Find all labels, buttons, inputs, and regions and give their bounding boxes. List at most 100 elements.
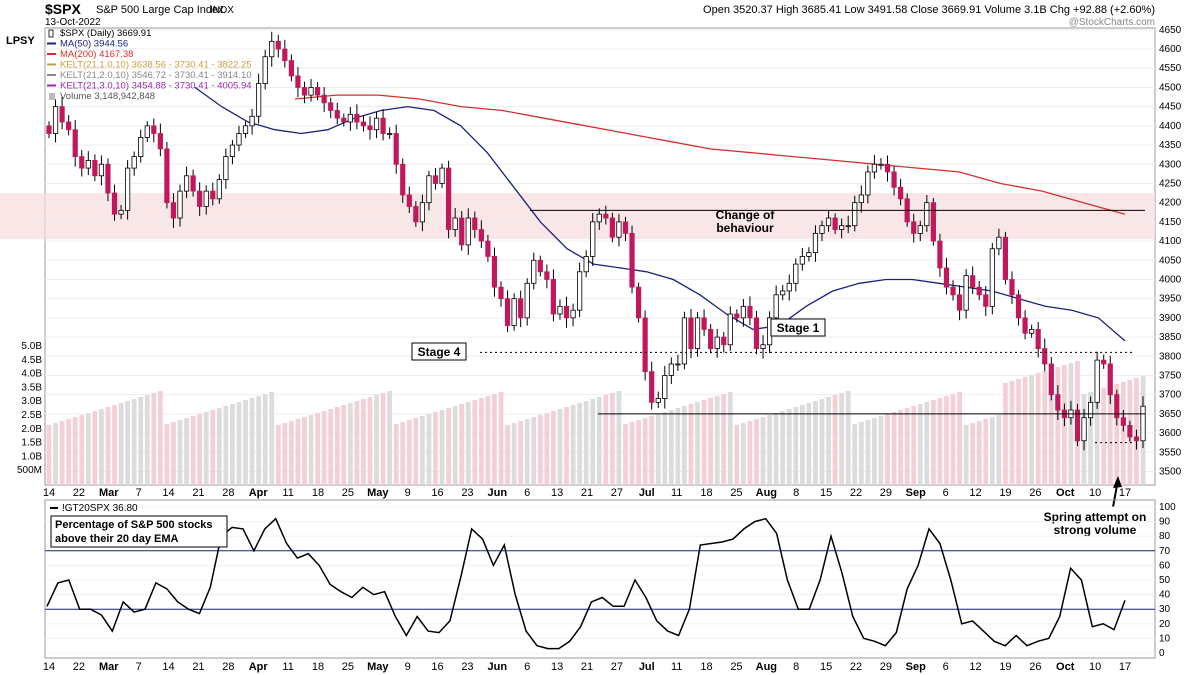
date-tick-label: 17 — [1119, 487, 1131, 499]
volume-bar — [256, 396, 262, 485]
volume-bar — [518, 421, 524, 485]
candle-body — [354, 113, 360, 123]
volume-bar — [780, 411, 786, 485]
volume-bar — [367, 397, 373, 485]
date-tick-label: 21 — [581, 487, 593, 499]
volume-bar — [557, 409, 563, 485]
candle-body — [360, 121, 367, 127]
spring-annotation: Spring attempt on strong volume — [1044, 476, 1146, 537]
indicator-tick-label: 80 — [1159, 531, 1171, 542]
price-tick-label: 3850 — [1159, 332, 1182, 343]
price-tick-label: 3900 — [1159, 313, 1182, 324]
price-tick-label: 4150 — [1159, 217, 1182, 228]
volume-tick-label: 3.5B — [21, 382, 42, 393]
svg-text:Percentage of S&P 500 stocks: Percentage of S&P 500 stocks — [55, 519, 213, 531]
volume-bar — [315, 413, 320, 485]
volume-bar — [216, 408, 222, 485]
date-tick-label: Aug — [756, 661, 777, 673]
volume-bar — [996, 415, 1002, 485]
candle-body — [426, 175, 432, 204]
volume-bar — [623, 424, 628, 485]
volume-bar — [105, 407, 111, 485]
candle-body — [1107, 363, 1113, 396]
candle-body — [98, 163, 105, 177]
candle-body — [629, 232, 635, 288]
date-tick-label: Jun — [488, 661, 508, 673]
candle-body — [269, 40, 275, 58]
volume-bar — [944, 396, 949, 485]
date-axis-upper: 14 22 Mar 7 14 21 28 Apr 11 18 25 May 9 16 23 Jun 6 13 21 2… — [43, 487, 1131, 499]
price-tick-label: 4500 — [1159, 82, 1182, 93]
candle-body — [446, 167, 452, 230]
indicator-tick-label: 60 — [1159, 560, 1171, 571]
candle-body — [419, 202, 426, 223]
volume-bar — [649, 416, 655, 485]
volume-bar — [112, 405, 117, 485]
candle-body — [891, 171, 897, 188]
price-tick-label: 3550 — [1159, 447, 1182, 458]
indicator-tick-label: 10 — [1159, 633, 1171, 644]
volume-bar — [492, 394, 497, 485]
date-tick-label: 19 — [999, 661, 1011, 673]
candle-body — [504, 298, 511, 326]
price-tick-label: 4350 — [1159, 140, 1182, 151]
candle-body — [675, 363, 681, 366]
volume-bar — [1048, 369, 1054, 485]
volume-bar — [852, 424, 858, 485]
candle-body — [1101, 359, 1107, 365]
date-tick-label: 29 — [880, 661, 892, 673]
volume-bar — [826, 397, 831, 485]
date-tick-label: 27 — [611, 487, 623, 499]
volume-bar — [53, 423, 58, 485]
volume-bar — [819, 399, 825, 485]
candle-body — [295, 75, 301, 88]
candle-body — [911, 221, 917, 234]
price-tick-label: 4250 — [1159, 178, 1182, 189]
candle-body — [1035, 328, 1041, 349]
volume-bar — [930, 400, 936, 485]
watermark: @StockCharts.com — [1069, 17, 1155, 28]
candle-body — [996, 236, 1002, 250]
candle-body — [721, 336, 727, 346]
volume-bar — [544, 413, 550, 485]
volume-bar — [328, 409, 334, 485]
volume-bar — [433, 412, 438, 485]
volume-tick-label: 4.5B — [21, 355, 42, 366]
candle-body — [780, 290, 786, 296]
date-tick-label: 26 — [1029, 661, 1041, 673]
price-tick-label: 4400 — [1159, 121, 1182, 132]
candle-body — [550, 279, 557, 315]
candle-body — [459, 217, 465, 246]
candle-body — [635, 286, 642, 319]
volume-bar — [1055, 367, 1061, 485]
indicator-tick-label: 40 — [1159, 590, 1171, 601]
candle-body — [1081, 417, 1087, 442]
change-line-2: behaviour — [716, 221, 774, 235]
candle-body — [524, 282, 530, 319]
volume-bar — [609, 393, 615, 485]
candle-body — [1002, 236, 1009, 280]
candle-body — [79, 156, 85, 169]
volume-bar — [203, 412, 209, 485]
volume-bar — [727, 392, 733, 485]
price-tick-label: 4450 — [1159, 102, 1182, 113]
volume-bar — [1022, 377, 1028, 485]
candle-body — [871, 163, 878, 173]
quote-summary: Open 3520.37 High 3685.41 Low 3491.58 Cl… — [703, 4, 1155, 16]
price-tick-label: 4550 — [1159, 63, 1182, 74]
candle-body — [570, 309, 576, 319]
candle-body — [878, 163, 884, 166]
svg-text:Stage 1: Stage 1 — [777, 321, 820, 335]
date-tick-label: Sep — [906, 487, 926, 499]
candle-body — [806, 252, 812, 257]
candle-body — [773, 294, 779, 319]
legend-item: KELT(21,3.0,10) 3454.88 - 3730.41 - 4005… — [60, 81, 252, 92]
volume-bar — [721, 394, 727, 485]
candle-body — [845, 225, 851, 228]
legend-item: Volume 3,148,942,848 — [60, 91, 155, 102]
date-tick-label: 11 — [671, 661, 682, 673]
candle-body — [819, 225, 825, 234]
candle-body — [321, 94, 327, 104]
volume-tick-label: 2.5B — [21, 410, 42, 421]
volume-bar — [760, 417, 766, 485]
